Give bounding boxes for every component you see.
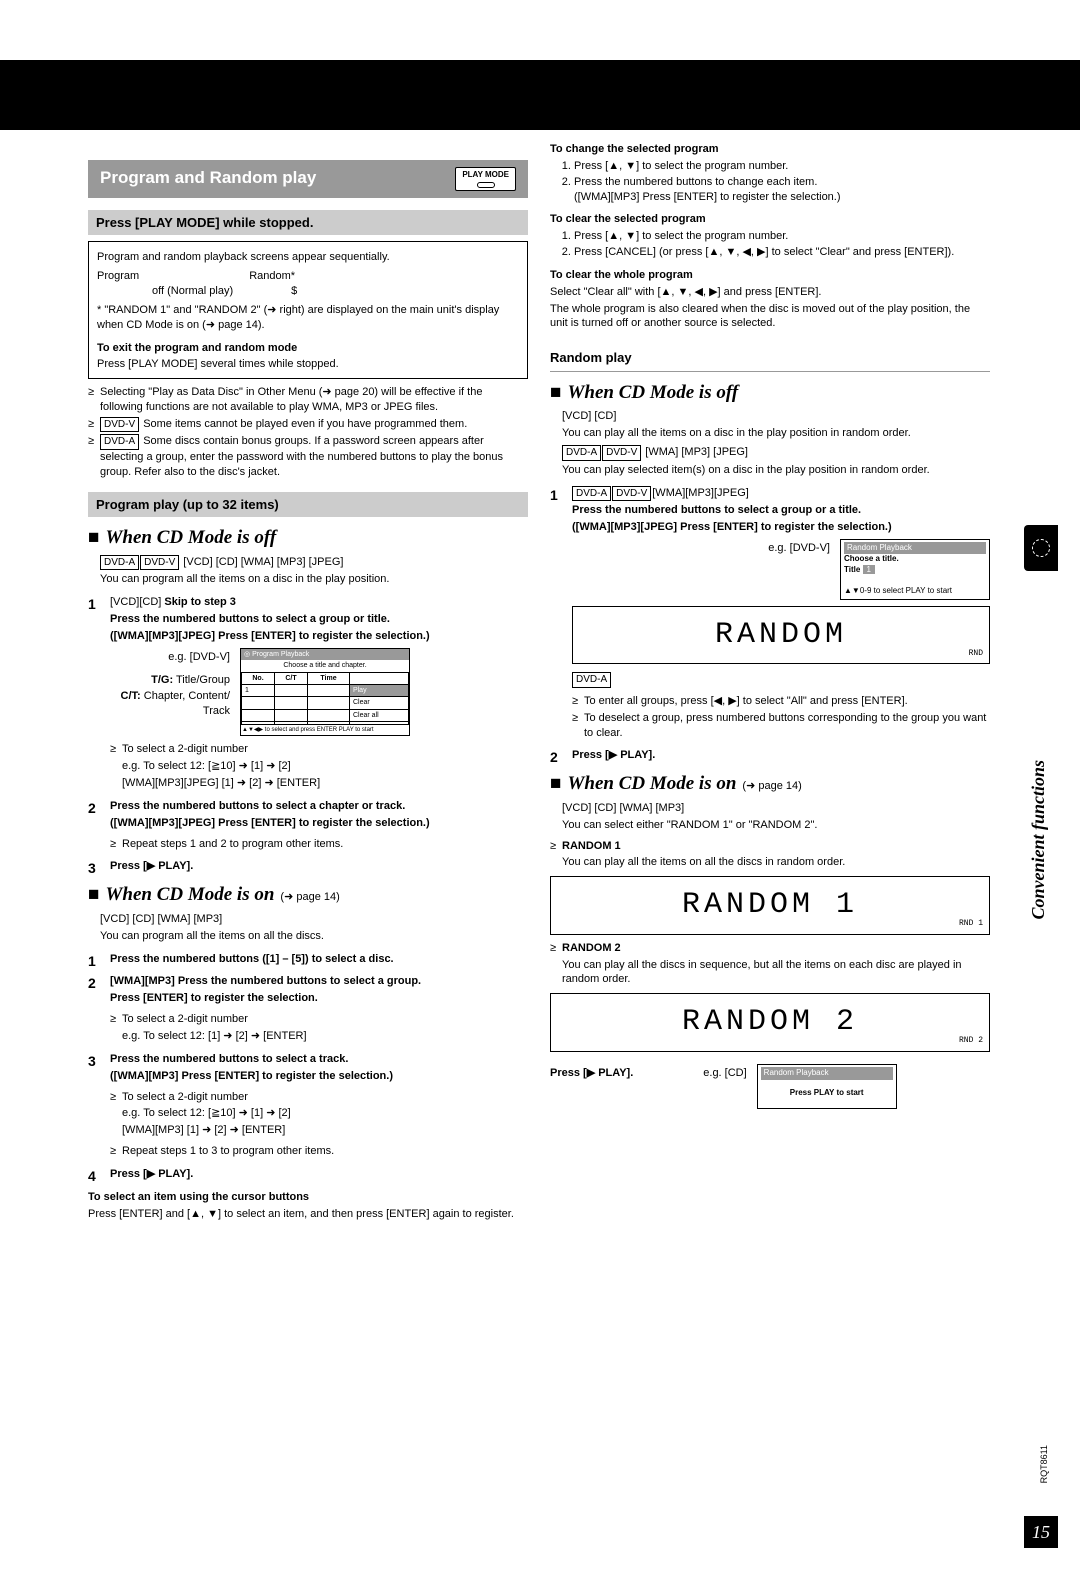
program-play-head: Program play (up to 32 items) [88,492,528,518]
cursor-head: To select an item using the cursor butto… [88,1190,528,1205]
section-title-bar: Program and Random play PLAY MODE [88,160,528,198]
random-cd-screen: Random Playback Press PLAY to start [757,1064,897,1110]
random-mode-off: ■When CD Mode is off [550,380,990,406]
change-head: To change the selected program [550,142,990,157]
step-item: Press [▶ PLAY]. [88,859,528,874]
press-playmode-head: Press [PLAY MODE] while stopped. [88,210,528,236]
disc-icon [1024,525,1058,571]
random-play-head: Random play [550,345,990,372]
left-column: Program and Random play PLAY MODE Press … [88,140,528,1221]
whole-head: To clear the whole program [550,268,990,283]
random1-display: RANDOM 1RND 1 [550,876,990,935]
program-playback-screen: ◎ Program Playback Choose a title and ch… [240,648,410,737]
program-steps: [VCD][CD] Skip to step 3 Press the numbe… [88,595,528,874]
step-item: Press the numbered buttons ([1] – [5]) t… [88,952,528,967]
step-item: Press the numbered buttons to select a t… [88,1052,528,1159]
random-display: RANDOMRND [572,606,990,665]
step-item: [WMA][MP3] Press the numbered buttons to… [88,974,528,1043]
note-item: DVD-V Some items cannot be played even i… [88,417,528,433]
playmode-box: Program and random playback screens appe… [88,241,528,379]
program-off-body: DVD-ADVD-V [VCD] [CD] [WMA] [MP3] [JPEG]… [88,555,528,587]
exit-head: To exit the program and random mode [97,341,519,356]
clear-head: To clear the selected program [550,212,990,227]
step-item: Press [▶ PLAY]. [88,1167,528,1182]
notes-list: Selecting "Play as Data Disc" in Other M… [88,385,528,479]
note-item: Selecting "Play as Data Disc" in Other M… [88,385,528,415]
section-title: Program and Random play [100,167,316,190]
note-item: DVD-A Some discs contain bonus groups. I… [88,434,528,479]
side-section-label: Convenient functions [1026,760,1050,920]
random-playback-screen: Random Playback Choose a title. Title 1 … [840,539,990,600]
seq-text: Program and random playback screens appe… [97,250,519,265]
step-item: Press the numbered buttons to select a c… [88,799,528,852]
random-mode-on: ■When CD Mode is on(➜ page 14) [550,771,990,797]
step-item: [VCD][CD] Skip to step 3 Press the numbe… [88,595,528,791]
mode-on-heading: ■When CD Mode is on(➜ page 14) [88,882,528,908]
step-item: DVD-ADVD-V[WMA][MP3][JPEG] Press the num… [550,486,990,741]
right-column: To change the selected program Press [▲,… [550,140,990,1221]
flow-text: Program Random* off (Normal play) $ [97,269,519,299]
exit-text: Press [PLAY MODE] several times while st… [97,357,519,372]
document-number: RQT8611 [1038,1445,1050,1483]
random2-display: RANDOM 2RND 2 [550,993,990,1052]
top-black-band [0,60,1080,130]
step-item: Press [▶ PLAY]. [550,748,990,763]
random-note: * "RANDOM 1" and "RANDOM 2" (➜ right) ar… [97,303,519,333]
mode-off-heading: ■When CD Mode is off [88,525,528,551]
playmode-icon: PLAY MODE [455,167,516,191]
cursor-text: Press [ENTER] and [▲, ▼] to select an it… [88,1207,528,1222]
page-number: 15 [1024,1516,1058,1548]
